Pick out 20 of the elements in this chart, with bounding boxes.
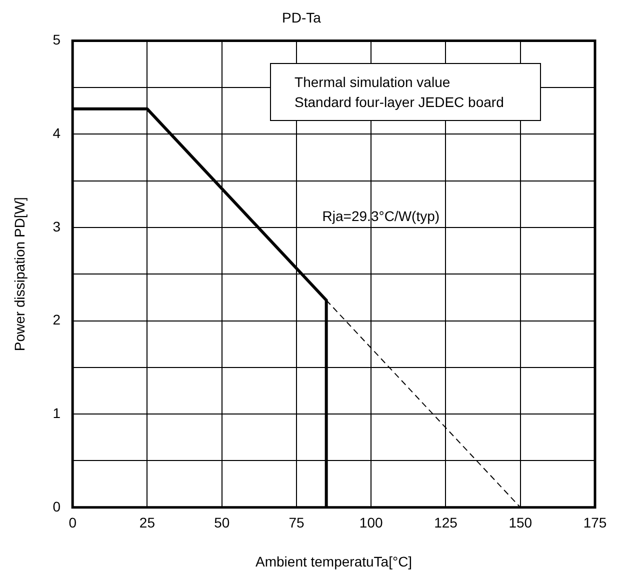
x-tick-label: 100 bbox=[359, 514, 383, 531]
y-tick-label: 1 bbox=[52, 404, 61, 421]
x-tick-label: 125 bbox=[434, 514, 458, 531]
y-tick-label: 3 bbox=[52, 218, 61, 234]
y-axis-title: Power dissipation PD[W] bbox=[11, 197, 28, 352]
x-tick-label: 150 bbox=[508, 514, 532, 531]
x-axis-title: Ambient temperatuTa[°C] bbox=[256, 553, 412, 570]
y-tick-label: 4 bbox=[52, 124, 61, 141]
x-tick-label: 75 bbox=[288, 514, 304, 531]
x-tick-label: 0 bbox=[68, 514, 77, 531]
annotation: Standard four-layer JEDEC board bbox=[294, 92, 505, 112]
annotation: Thermal simulation value bbox=[294, 72, 452, 92]
chart-title: PD-Ta bbox=[282, 9, 322, 26]
note-box: Thermal simulation value Standard four-layer JEDEC board bbox=[270, 62, 542, 121]
y-tick-label: 5 bbox=[52, 32, 61, 48]
x-tick-label: 50 bbox=[214, 514, 230, 531]
y-tick-label: 2 bbox=[52, 312, 61, 328]
x-tick-label: 175 bbox=[583, 514, 607, 531]
y-tick-label: 0 bbox=[52, 498, 61, 514]
x-tick-label: 25 bbox=[139, 514, 156, 531]
